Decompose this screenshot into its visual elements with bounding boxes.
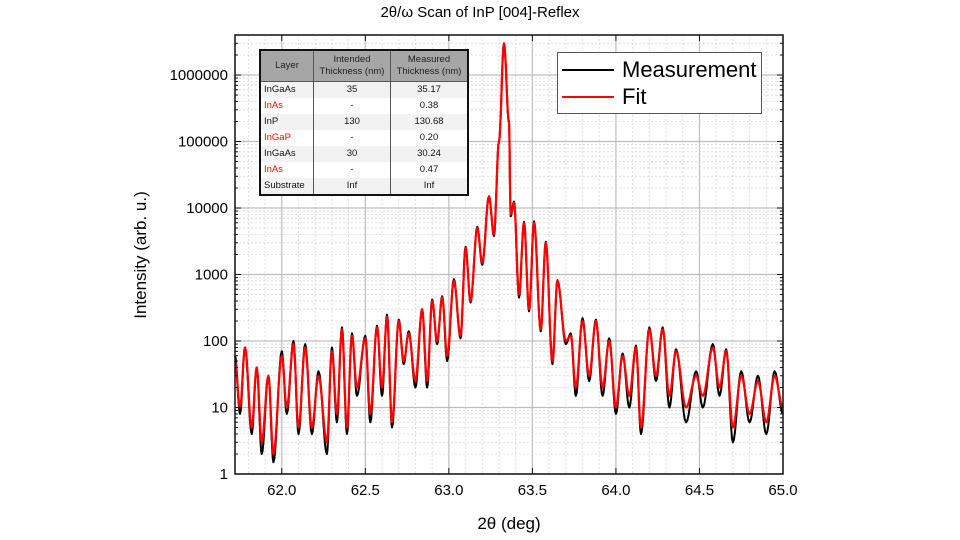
x-tick-label: 64.5 — [685, 482, 714, 499]
y-tick-label: 1000 — [195, 267, 228, 284]
y-tick-label: 10 — [211, 400, 228, 417]
y-tick-label: 100000 — [178, 134, 228, 151]
table-row: InP 130 130.68 — [259, 114, 469, 130]
x-tick-label: 63.0 — [434, 482, 463, 499]
curves — [233, 42, 784, 464]
legend-swatch-measurement — [562, 69, 614, 71]
layer-thickness-table: Layer Intended Thickness (nm) Measured T… — [259, 49, 469, 196]
ticks: 62.0 62.5 63.0 63.5 64.0 64.5 65.0 1 10 100 1000 10… — [170, 34, 798, 499]
header-intended: Intended Thickness (nm) — [313, 49, 391, 82]
cell-intended: 130 — [313, 114, 391, 130]
cell-intended: - — [313, 162, 391, 178]
cell-layer: InP — [259, 114, 314, 130]
cell-intended: - — [313, 130, 391, 146]
legend-item-fit: Fit — [562, 83, 646, 111]
table-header-row: Layer Intended Thickness (nm) Measured T… — [259, 49, 469, 82]
cell-layer: InGaAs — [259, 146, 314, 162]
y-tick-label: 100 — [203, 333, 228, 350]
cell-measured: 0.38 — [390, 98, 469, 114]
table-row: InAs -0.38 — [259, 98, 469, 114]
legend: Measurement Fit — [557, 52, 762, 114]
chart-title: 2θ/ω Scan of InP [004]-Reflex — [380, 4, 580, 21]
cell-layer: InAs — [259, 98, 314, 114]
cell-measured: 0.47 — [390, 162, 469, 178]
table-row: InGaP -0.20 — [259, 130, 469, 146]
cell-measured: Inf — [390, 178, 469, 195]
cell-layer: InGaP — [259, 130, 314, 146]
table-row: Substrate Inf Inf — [259, 178, 469, 195]
cell-layer: InGaAs — [259, 81, 314, 98]
cell-measured: 0.20 — [390, 130, 469, 146]
header-measured: Measured Thickness (nm) — [390, 49, 469, 82]
cell-measured: 30.24 — [390, 146, 469, 162]
cell-layer: Substrate — [259, 178, 314, 195]
x-tick-label: 65.0 — [768, 482, 797, 499]
x-tick-label: 63.5 — [518, 482, 547, 499]
y-tick-label: 10000 — [186, 200, 228, 217]
x-tick-label: 62.0 — [267, 482, 296, 499]
legend-swatch-fit — [562, 96, 614, 98]
legend-label-fit: Fit — [622, 84, 647, 109]
cell-measured: 130.68 — [390, 114, 469, 130]
x-tick-label: 62.5 — [351, 482, 380, 499]
table-row: InAs -0.47 — [259, 162, 469, 178]
cell-intended: 30 — [313, 146, 391, 162]
cell-layer: InAs — [259, 162, 314, 178]
x-tick-label: 64.0 — [601, 482, 630, 499]
legend-item-measurement: Measurement — [562, 56, 757, 84]
x-axis-label: 2θ (deg) — [477, 514, 540, 533]
cell-measured: 35.17 — [390, 81, 469, 98]
table-row: InGaAs 30 30.24 — [259, 146, 469, 162]
y-tick-label: 1 — [220, 466, 228, 483]
series-line-fit — [233, 42, 784, 456]
table-row: InGaAs 35 35.17 — [259, 81, 469, 98]
y-axis-label: Intensity (arb. u.) — [131, 191, 150, 319]
cell-intended: 35 — [313, 81, 391, 98]
cell-intended: - — [313, 98, 391, 114]
y-tick-label: 1000000 — [170, 67, 228, 84]
cell-intended: Inf — [313, 178, 391, 195]
legend-label-measurement: Measurement — [622, 57, 757, 82]
header-layer: Layer — [259, 49, 314, 82]
